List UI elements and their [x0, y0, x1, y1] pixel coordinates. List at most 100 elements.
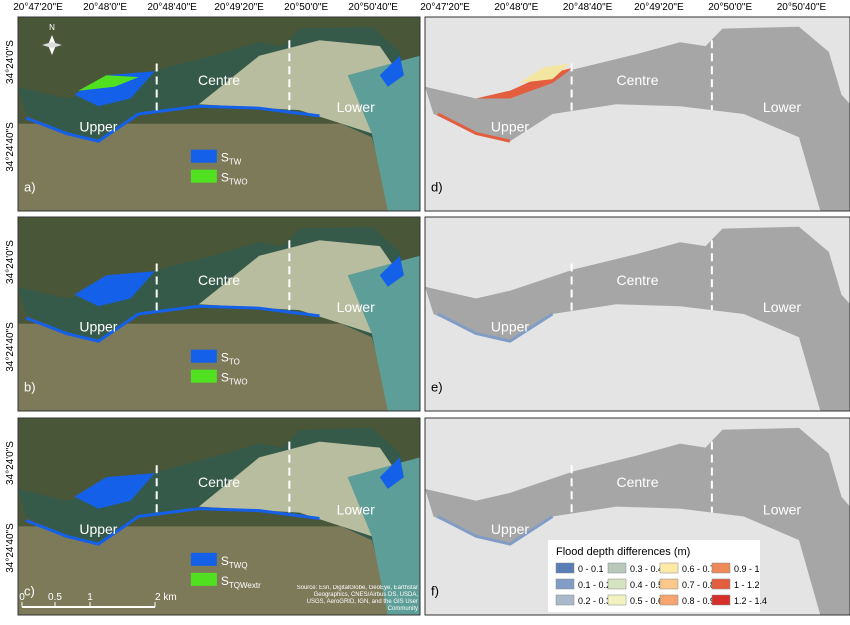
legend-symbol: S [221, 371, 229, 385]
region-label: Lower [337, 502, 375, 518]
region-label: Centre [198, 272, 240, 288]
legend-subscript: TWQ [229, 561, 248, 570]
flood-legend-label: 1 - 1.2 [734, 580, 760, 590]
legend-swatch [190, 149, 217, 163]
region-label: Lower [763, 502, 801, 518]
legend-label: STWO [221, 371, 248, 387]
region-label: Centre [198, 72, 240, 88]
legend-swatch [190, 552, 217, 566]
sand-flat [198, 240, 400, 334]
panel-letter: e) [431, 380, 443, 395]
panel-frame [17, 417, 421, 616]
legend-label: STQWextr [221, 574, 261, 590]
map-panel: STO STWO Upper Centre Lower b) [17, 216, 421, 412]
panel-letter: b) [24, 380, 36, 395]
region-label: Lower [337, 299, 375, 315]
inundation-green [78, 75, 139, 91]
x-coordinate-label: 20°48'0"E [494, 2, 538, 13]
sea [347, 55, 420, 211]
flood-legend-swatch [659, 562, 679, 574]
scale-label: 0.5 [48, 592, 62, 603]
flood-legend-label: 0.9 - 1 [734, 564, 760, 574]
y-coordinate-label: 34°24'40"S [5, 523, 16, 573]
legend-symbol: S [221, 151, 229, 165]
legend-label: STWO [221, 171, 248, 187]
panel-frame [424, 216, 850, 412]
legend-label: STO [221, 351, 240, 367]
region-label: Centre [616, 272, 658, 288]
map-panel: Upper Centre Lower d) [424, 16, 850, 212]
flood-legend-swatch [711, 562, 731, 574]
flood-legend-swatch [607, 578, 627, 590]
sea [347, 255, 420, 411]
region-label: Upper [79, 118, 117, 134]
flood-legend-label: 0.1 - 0.2 [578, 580, 611, 590]
legend-symbol: S [221, 171, 229, 185]
legend-subscript: TO [229, 358, 240, 367]
flood-legend-label: 0.2 - 0.3 [578, 596, 611, 606]
x-coordinate-label: 20°48'40"E [147, 2, 197, 13]
sand-flat [198, 441, 400, 537]
depth-difference-edge [437, 312, 554, 343]
map-panel: Upper Centre Lower f) [424, 417, 850, 616]
region-label: Upper [491, 318, 529, 334]
panel-letter: c) [24, 583, 35, 598]
y-coordinate-label: 34°24'40"S [5, 322, 16, 372]
x-coordinate-label: 20°50'40"E [777, 2, 827, 13]
legend-swatch [190, 349, 217, 363]
sand-flat [198, 40, 400, 134]
x-coordinate-label: 20°48'0"E [83, 2, 127, 13]
x-coordinate-label: 20°48'40"E [563, 2, 613, 13]
region-label: Lower [337, 99, 375, 115]
legend-subscript: TW [229, 158, 242, 167]
flood-legend-label: 0.6 - 0.7 [682, 564, 715, 574]
inundation-blue [379, 55, 404, 87]
region-label: Centre [616, 474, 658, 490]
north-arrow-cross [42, 42, 62, 48]
flood-legend-swatch [555, 594, 575, 606]
inundation-edge [25, 507, 320, 546]
flood-legend-label: 0.5 - 0.6 [630, 596, 663, 606]
legend-symbol: S [221, 574, 229, 588]
flood-legend-swatch [711, 578, 731, 590]
y-coordinate-label: 34°24'0"S [5, 441, 16, 485]
inundation-blue [74, 473, 155, 509]
legend-swatch [190, 572, 217, 586]
legend-subscript: TQWextr [229, 581, 261, 590]
flood-legend-label: 1.2 - 1.4 [734, 596, 767, 606]
region-label: Lower [763, 299, 801, 315]
y-coordinate-label: 34°24'0"S [5, 240, 16, 284]
scale-label: 2 km [155, 592, 177, 603]
legend-label: STW [221, 151, 242, 167]
flood-legend-title: Flood depth differences (m) [556, 546, 690, 558]
panel-frame [17, 16, 421, 212]
inundation-blue [74, 71, 155, 107]
flood-legend-swatch [659, 578, 679, 590]
flood-legend-label: 0.3 - 0.4 [630, 564, 663, 574]
y-coordinate-label: 34°24'40"S [5, 122, 16, 172]
region-label: Centre [616, 72, 658, 88]
flood-legend-label: 0.4 - 0.5 [630, 580, 663, 590]
panel-frame [17, 216, 421, 412]
x-coordinate-label: 20°50'40"E [348, 2, 398, 13]
inundation-blue [379, 457, 404, 489]
depth-difference-edge [437, 112, 511, 143]
source-text: Source: Esri, DigitalGlobe, GeoEye, Eart… [296, 585, 418, 612]
north-label: N [49, 23, 55, 32]
region-label: Upper [491, 118, 529, 134]
x-coordinate-label: 20°47'20"E [420, 2, 470, 13]
flood-legend-label: 0.8 - 0.9 [682, 596, 715, 606]
scale-label: 1 [87, 592, 93, 603]
map-panel: Upper Centre Lower e) [424, 216, 850, 412]
region-label: Upper [79, 318, 117, 334]
region-label: Lower [763, 99, 801, 115]
legend-symbol: S [221, 351, 229, 365]
depth-difference-mid [518, 63, 570, 83]
legend-label: STWQ [221, 554, 248, 570]
inundation-edge [25, 304, 320, 343]
legend-swatch [190, 369, 217, 383]
region-label: Upper [79, 521, 117, 537]
